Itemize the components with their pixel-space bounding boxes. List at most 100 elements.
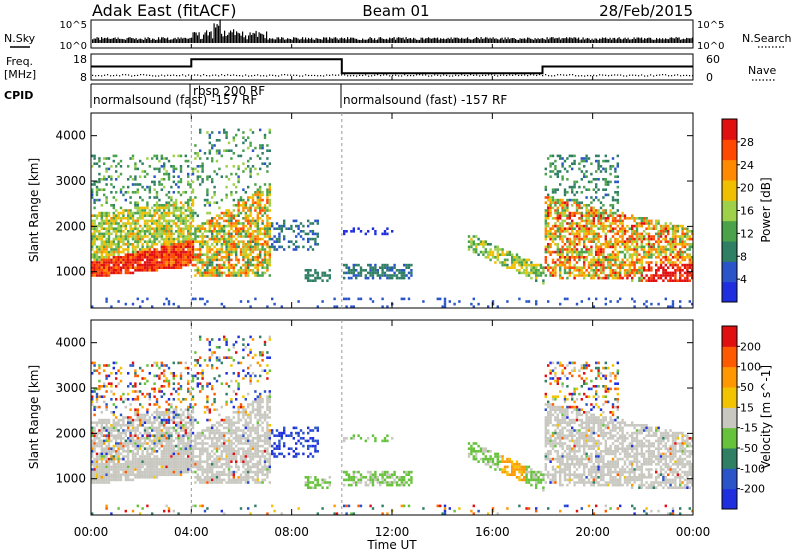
power-cell	[580, 256, 583, 259]
power-cell	[621, 258, 624, 262]
power-cell	[539, 266, 543, 269]
power-cell	[182, 256, 185, 259]
power-cell	[571, 191, 574, 194]
power-cell	[196, 165, 199, 168]
power-cell	[568, 165, 571, 168]
power-cell	[583, 230, 586, 233]
power-cell	[187, 253, 190, 256]
power-cell	[239, 250, 243, 254]
nsky-point	[536, 39, 538, 43]
power-cell	[208, 224, 211, 228]
power-cell	[239, 271, 243, 275]
nsky-point	[623, 38, 625, 43]
velocity-cell	[129, 478, 132, 482]
power-cell	[657, 232, 660, 236]
power-cell	[537, 269, 540, 272]
power-cell	[655, 256, 658, 259]
power-cell	[239, 198, 243, 202]
power-cell	[566, 178, 569, 181]
nave-point	[602, 74, 604, 76]
power-cell	[556, 209, 559, 212]
power-cell	[292, 219, 295, 223]
power-cell	[98, 266, 101, 269]
power-cell	[196, 266, 199, 269]
power-cell	[179, 178, 183, 181]
power-cell	[307, 237, 310, 241]
velocity-cell	[119, 478, 123, 482]
velocity-cell	[134, 457, 137, 461]
power-cell	[575, 201, 579, 204]
power-cell	[367, 276, 370, 280]
power-cell	[213, 274, 216, 277]
power-cell	[134, 222, 137, 225]
power-cell	[268, 193, 271, 197]
power-cell	[374, 271, 377, 275]
power-cell	[271, 224, 274, 228]
power-cell	[189, 250, 192, 254]
power-cell	[199, 256, 202, 259]
nsky-point	[497, 39, 499, 43]
power-cell	[556, 198, 559, 202]
power-cell	[662, 261, 665, 264]
power-cell	[208, 152, 211, 155]
power-cell	[91, 227, 94, 230]
power-cell	[556, 214, 559, 217]
power-cell	[153, 204, 156, 207]
power-cell	[597, 245, 600, 249]
power-cell	[110, 183, 113, 186]
velocity-cell	[136, 442, 139, 445]
nsky-tick-bottom-left: 10^0	[60, 41, 87, 52]
velocity-cell	[115, 473, 118, 476]
nsky-point	[164, 38, 166, 43]
cpid-segment-1: normalsound (fast) -157 RF	[93, 93, 257, 107]
power-cell	[211, 232, 214, 236]
nsky-point	[179, 38, 181, 43]
power-cell	[688, 237, 691, 241]
power-cell	[230, 250, 233, 254]
power-cell	[167, 224, 171, 228]
nsky-point	[356, 38, 358, 43]
nave-tick-top: 60	[706, 53, 720, 66]
power-cell	[604, 240, 607, 243]
power-cell	[647, 235, 651, 238]
power-cell	[139, 159, 142, 163]
nave-point	[533, 74, 535, 76]
power-cell	[602, 211, 605, 215]
freq-label: Freq.	[6, 55, 33, 68]
power-cell	[597, 253, 600, 256]
power-cell	[652, 224, 655, 228]
velocity-cell	[127, 460, 130, 463]
nave-point	[230, 74, 232, 77]
power-cell	[107, 214, 111, 217]
power-cell	[547, 300, 550, 303]
nave-point	[638, 75, 640, 77]
power-cell	[595, 258, 598, 262]
power-cell	[571, 219, 574, 223]
power-cell	[511, 256, 514, 259]
power-cell	[259, 185, 262, 189]
nsky-point	[674, 38, 676, 43]
nave-point	[647, 75, 649, 77]
nsky-point	[533, 39, 535, 43]
power-cell	[578, 243, 581, 246]
velocity-cell	[91, 447, 94, 450]
power-cell	[575, 235, 579, 238]
power-cell	[609, 230, 612, 233]
velocity-cell	[131, 361, 135, 365]
power-cell	[220, 256, 223, 259]
power-cell	[100, 256, 103, 259]
power-cell	[679, 250, 682, 254]
beam-title: Beam 01	[362, 2, 429, 20]
power-cell	[167, 263, 171, 267]
power-cell	[616, 266, 619, 269]
power-cell	[122, 211, 125, 215]
power-cell	[184, 219, 187, 223]
nave-point	[122, 74, 124, 76]
power-cell	[259, 232, 262, 236]
power-cell	[98, 261, 101, 264]
power-cell	[100, 235, 103, 238]
power-cell	[175, 217, 178, 220]
velocity-cell	[129, 431, 132, 435]
nsky-point	[284, 39, 286, 43]
power-cell	[129, 211, 132, 215]
